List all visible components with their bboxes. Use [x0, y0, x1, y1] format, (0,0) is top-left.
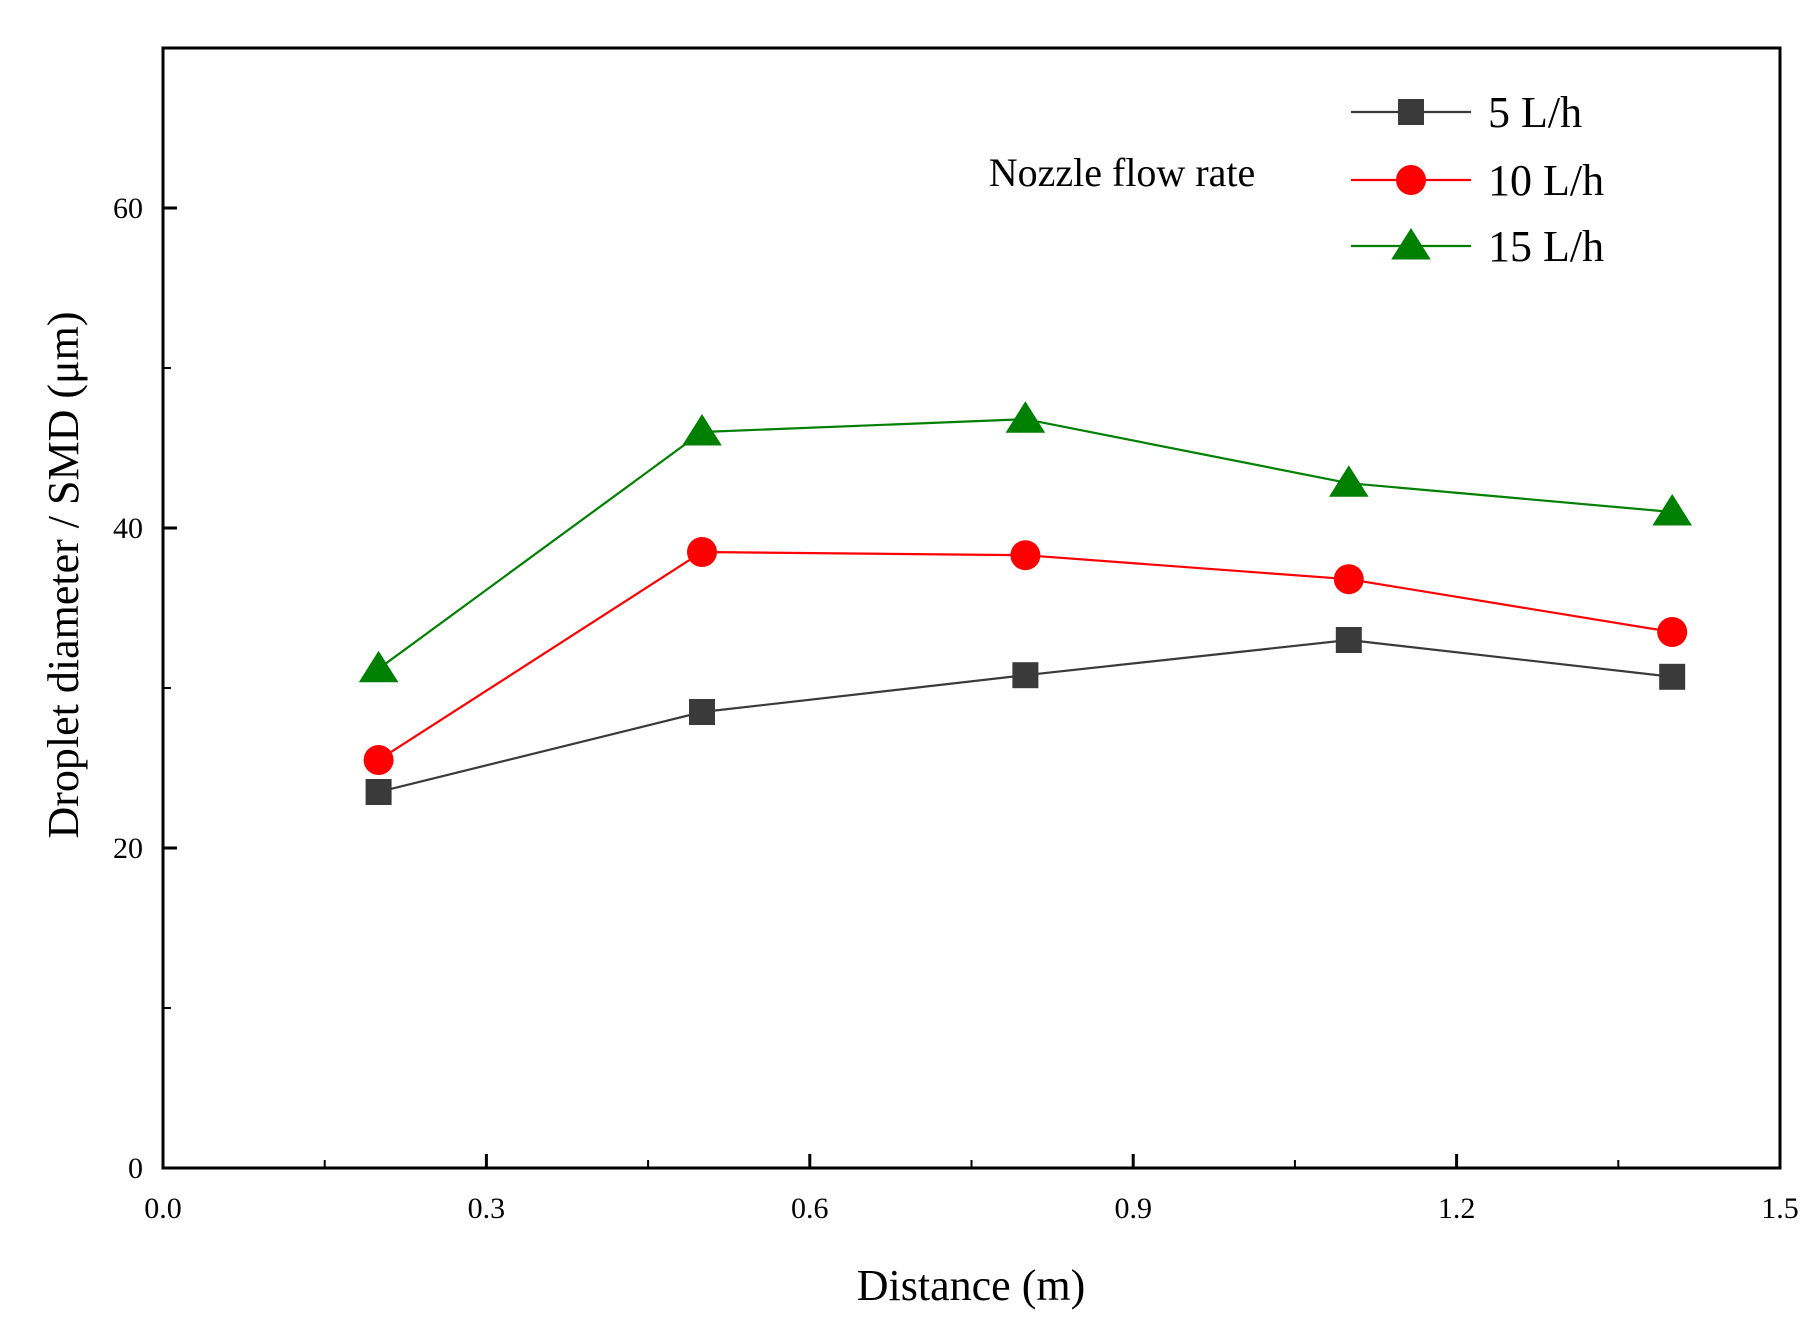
data-point — [1005, 401, 1046, 433]
data-point — [1657, 617, 1688, 647]
x-tick-label: 0.9 — [1114, 1192, 1152, 1225]
legend-item: 10 L/h — [1351, 156, 1604, 205]
data-point — [365, 779, 392, 805]
data-point — [687, 537, 717, 567]
data-point — [1010, 540, 1041, 571]
y-axis-ticks: 0 20 40 60 — [113, 47, 177, 1185]
data-point — [358, 650, 399, 683]
series-2 — [363, 537, 1688, 775]
x-tick-label: 0.6 — [791, 1192, 829, 1225]
data-point — [689, 699, 715, 725]
y-tick-label: 20 — [113, 832, 143, 865]
legend: 5 L/h 10 L/h 15 L/h — [1351, 88, 1604, 271]
legend-marker — [1396, 165, 1426, 195]
data-point — [1333, 564, 1364, 595]
x-tick-label: 0.0 — [144, 1192, 182, 1225]
legend-item: 5 L/h — [1351, 88, 1582, 137]
series-1 — [365, 627, 1686, 805]
data-point — [363, 745, 394, 775]
x-tick-label: 1.5 — [1761, 1192, 1799, 1225]
series-layer — [358, 401, 1692, 805]
data-point — [1659, 663, 1686, 690]
data-point — [1652, 494, 1692, 526]
y-tick-label: 0 — [128, 1152, 143, 1185]
y-axis-title: Droplet diameter / SMD (μm) — [39, 311, 88, 838]
legend-label: 10 L/h — [1488, 156, 1604, 205]
data-point — [1012, 662, 1039, 689]
legend-marker — [1391, 228, 1431, 260]
plot-area — [161, 46, 1782, 1170]
legend-marker — [1398, 99, 1424, 125]
x-axis-ticks: 0.0 0.3 0.6 0.9 1.2 1.5 — [144, 1154, 1799, 1225]
data-point — [682, 414, 722, 446]
legend-label: 15 L/h — [1488, 222, 1604, 271]
data-point — [1335, 627, 1362, 653]
series-3 — [358, 401, 1692, 683]
legend-item: 15 L/h — [1351, 222, 1604, 271]
y-tick-label: 60 — [113, 192, 143, 225]
data-point — [1329, 465, 1369, 497]
x-tick-label: 0.3 — [468, 1192, 506, 1225]
legend-title: Nozzle flow rate — [989, 150, 1256, 195]
x-tick-label: 1.2 — [1438, 1192, 1476, 1225]
x-axis-title: Distance (m) — [857, 1261, 1085, 1310]
y-tick-label: 40 — [113, 512, 143, 545]
legend-label: 5 L/h — [1488, 88, 1582, 137]
